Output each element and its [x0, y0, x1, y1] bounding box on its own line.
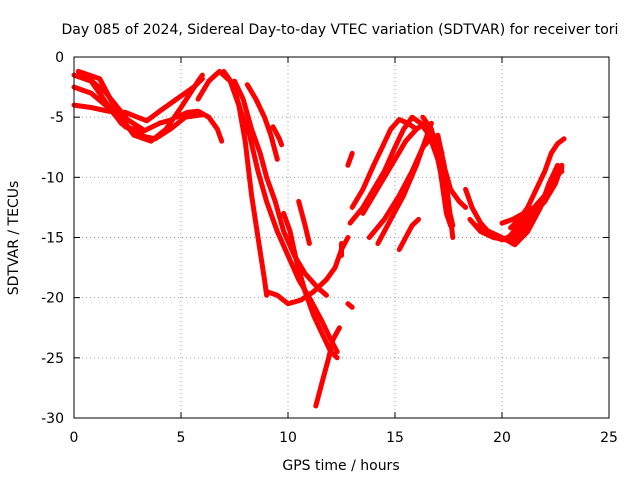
series-line-s21 [360, 120, 469, 216]
y-tick-label: -15 [41, 231, 64, 247]
series-line-s23 [375, 120, 434, 246]
series-line-s20 [349, 117, 419, 210]
y-axis-label: SDTVAR / TECUs [6, 181, 22, 296]
y-tick-label: 0 [55, 50, 64, 66]
chart-title: Day 085 of 2024, Sidereal Day-to-day VTE… [62, 22, 619, 38]
series-line-s3 [71, 76, 205, 124]
x-tick-label: 0 [70, 430, 79, 446]
series-line-s12 [270, 124, 285, 148]
y-tick-label: -30 [41, 411, 64, 427]
series-line-s7 [195, 68, 270, 298]
series-line-s10 [244, 82, 280, 162]
series-line-s32 [510, 165, 565, 243]
y-tick-label: -20 [41, 291, 64, 307]
series-line-s25 [420, 114, 454, 228]
series-line-s8 [221, 68, 340, 355]
x-tick-label: 5 [177, 430, 186, 446]
x-tick-label: 10 [279, 430, 297, 446]
x-tick-label: 25 [600, 430, 618, 446]
series-line-s18 [345, 150, 355, 168]
x-tick-label: 15 [386, 430, 404, 446]
series-line-s26 [435, 132, 456, 240]
x-tick-label: 20 [493, 430, 511, 446]
series-line-s17 [345, 301, 355, 310]
y-tick-label: -5 [50, 110, 64, 126]
y-tick-label: -25 [41, 351, 64, 367]
y-tick-label: -10 [41, 170, 64, 186]
grid [74, 57, 609, 418]
series-line-s6 [174, 108, 225, 144]
series-layer [71, 68, 567, 409]
series-line-s30 [499, 168, 565, 226]
series-line-s14 [296, 198, 312, 246]
series-line-s5 [82, 72, 145, 132]
series-line-s24 [396, 216, 421, 252]
series-line-s15 [313, 325, 342, 409]
x-axis-label: GPS time / hours [282, 458, 399, 474]
series-line-s9 [232, 78, 329, 298]
series-line-s31 [508, 136, 567, 231]
ticks: 0 5 10 15 20 25 0 -5 -10 -15 -20 -25 -30 [41, 50, 618, 446]
